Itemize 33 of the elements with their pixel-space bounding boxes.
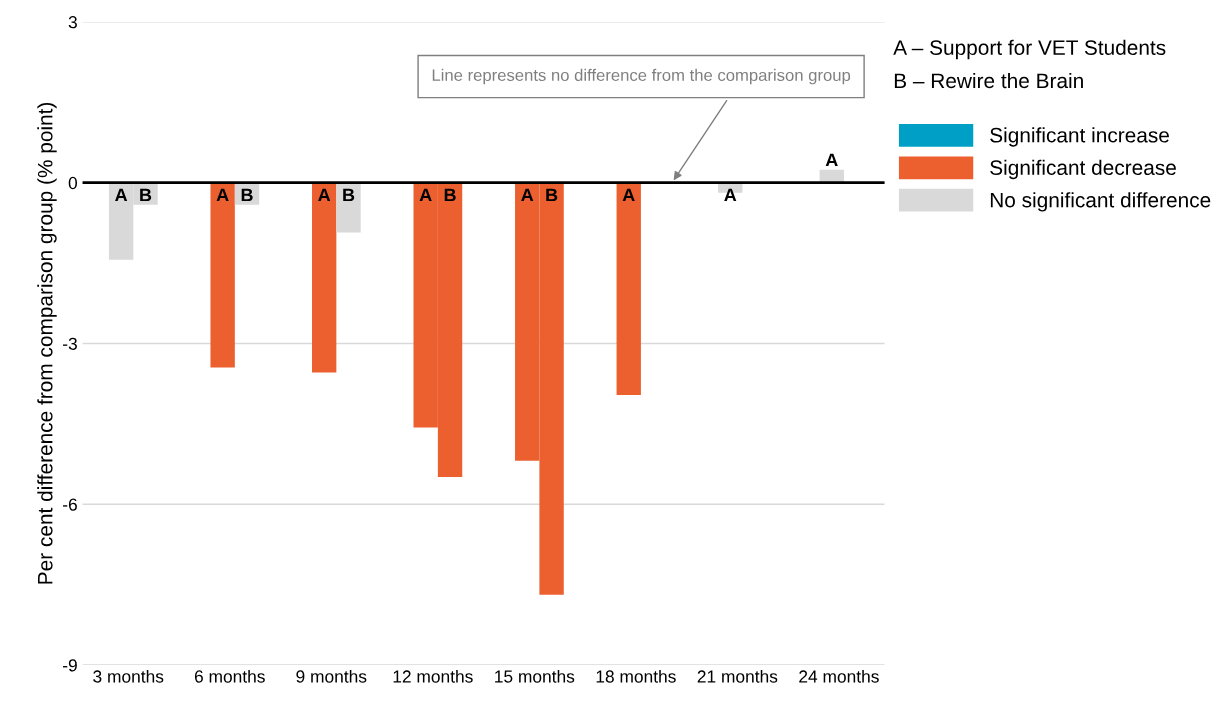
x-tick-label: 18 months: [596, 669, 676, 683]
data-label: A: [825, 153, 838, 167]
data-label: A: [622, 188, 635, 202]
data-label: A: [521, 188, 534, 202]
x-tick-label: 21 months: [697, 669, 778, 683]
data-label: B: [444, 188, 456, 202]
x-tick-label: 9 months: [296, 669, 367, 683]
x-tick-label: 12 months: [393, 669, 473, 683]
data-label: B: [140, 188, 152, 202]
x-tick-label: 3 months: [93, 669, 164, 683]
data-label: A: [419, 188, 432, 202]
x-tick-label: 6 months: [194, 669, 265, 683]
data-label: A: [318, 188, 331, 202]
y-tick-label: -9: [63, 659, 77, 672]
ref-line-label: Line represents no difference from the comparison group: [432, 68, 851, 85]
x-tick-label: 24 months: [799, 669, 879, 683]
y-tick-label: 0: [68, 176, 77, 190]
data-label: B: [546, 188, 558, 202]
x-tick-label: 15 months: [495, 669, 575, 683]
legend-label: Significant decrease: [990, 159, 1176, 180]
y-axis-title: Per cent difference from comparison group (% point): [37, 102, 57, 584]
legend-label: No significant difference: [990, 192, 1211, 212]
data-label: A: [115, 188, 128, 202]
data-label: B: [343, 188, 355, 202]
data-label: A: [216, 188, 229, 202]
data-label: A: [724, 188, 737, 202]
y-tick-label: 3: [68, 16, 77, 29]
text: B – Rewire the Brain: [894, 72, 1083, 89]
data-label: B: [241, 188, 253, 202]
text: A – Support for VET Students: [893, 39, 1166, 60]
y-tick-label: -3: [63, 337, 77, 350]
legend-label: Significant increase: [990, 127, 1169, 147]
y-tick-label: -6: [63, 498, 77, 511]
